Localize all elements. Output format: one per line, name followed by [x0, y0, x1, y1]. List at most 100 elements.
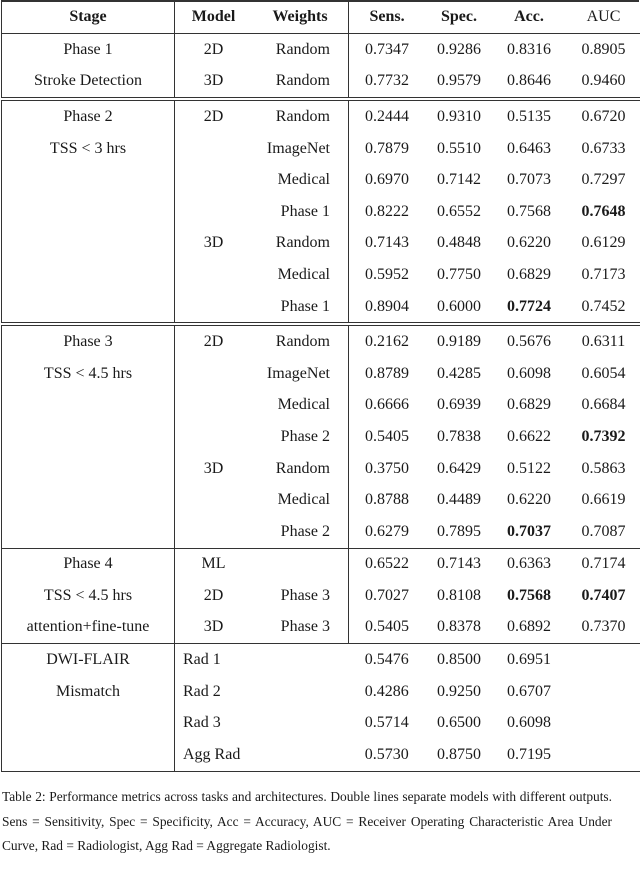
sens-cell: 0.8789: [365, 364, 409, 382]
stage-cell: [1, 290, 175, 325]
weights-cell: Phase 2: [252, 421, 349, 453]
stage-cell: [1, 227, 175, 260]
acc-cell: 0.6829: [507, 396, 551, 414]
model-cell: 2D: [203, 40, 224, 58]
weights-cell: Random: [252, 322, 349, 358]
auc-cell: 0.7407: [565, 580, 640, 612]
sens-cell: 0.7143: [365, 234, 409, 252]
auc-cell: [565, 675, 640, 708]
sens-cell: 0.5405: [365, 618, 409, 636]
auc-cell: 0.7173: [565, 259, 640, 291]
header-auc: AUC: [565, 1, 640, 34]
table-row: Phase 1 0.8222 0.6552 0.7568 0.7648: [1, 195, 640, 228]
table-row: 3D Random 0.3750 0.6429 0.5122 0.5863: [1, 452, 640, 485]
auc-cell: 0.7648: [565, 195, 640, 228]
acc-cell: 0.6951: [493, 643, 565, 676]
spec-cell: 0.6552: [437, 202, 481, 220]
model-cell: [175, 484, 253, 516]
weights-cell: [252, 739, 349, 772]
model-cell: Rad 3: [183, 714, 221, 732]
sens-cell: 0.6522: [348, 547, 425, 581]
weights-cell: [252, 643, 349, 676]
acc-cell-bold: 0.7724: [507, 297, 551, 315]
table-row: TSS < 4.5 hrs ImageNet 0.8789 0.4285 0.6098 0…: [1, 357, 640, 390]
table-body: Phase 1 2D Random 0.7347 0.9286 0.8316 0.8905 S…: [1, 33, 640, 772]
auc-cell-bold: 0.7392: [581, 427, 626, 445]
auc-cell: 0.9460: [565, 65, 640, 100]
stage-cell: attention+fine-tune: [1, 611, 175, 644]
table-row: Medical 0.5952 0.7750 0.6829 0.7173: [1, 259, 640, 291]
auc-cell: 0.5863: [565, 452, 640, 485]
stage-cell: [1, 515, 175, 548]
sens-cell: 0.6279: [365, 522, 409, 540]
spec-cell: 0.9189: [425, 322, 493, 358]
sens-cell: 0.7027: [365, 586, 409, 604]
stage-cell: [1, 259, 175, 291]
sens-cell: 0.7732: [365, 72, 409, 90]
acc-cell: 0.8316: [507, 40, 551, 58]
spec-cell: 0.6500: [437, 714, 481, 732]
table-row: Phase 2 0.6279 0.7895 0.7037 0.7087: [1, 515, 640, 548]
spec-cell: 0.8108: [437, 586, 481, 604]
weights-cell: Random: [252, 452, 349, 485]
model-cell: [175, 291, 253, 325]
weights-cell: Medical: [252, 389, 349, 422]
acc-cell: 0.6463: [507, 139, 551, 157]
spec-cell: 0.7838: [437, 427, 481, 445]
spec-cell: 0.7895: [437, 522, 481, 540]
model-cell: [175, 390, 253, 422]
weights-cell: ImageNet: [252, 357, 349, 390]
table-row: Phase 2 0.5405 0.7838 0.6622 0.7392: [1, 421, 640, 453]
spec-cell: 0.6429: [437, 459, 481, 477]
auc-cell: 0.6311: [565, 322, 640, 358]
table-row: DWI-FLAIR Rad 1 0.5476 0.8500 0.6951: [1, 643, 640, 676]
sens-cell: 0.2162: [348, 322, 425, 358]
spec-cell: 0.8378: [437, 618, 481, 636]
auc-cell: [565, 739, 640, 772]
spec-cell: 0.8500: [425, 643, 493, 676]
weights-cell: Phase 3: [252, 580, 349, 612]
stage-cell: DWI-FLAIR: [1, 643, 175, 676]
model-cell: [175, 196, 253, 228]
weights-cell: [252, 676, 349, 708]
auc-cell: 0.8905: [565, 33, 640, 66]
acc-cell: 0.5122: [507, 459, 551, 477]
model-cell: [175, 164, 253, 196]
model-cell: 3D: [203, 459, 224, 477]
auc-cell: 0.6720: [565, 97, 640, 133]
stage-cell: Mismatch: [1, 675, 175, 708]
sens-cell: 0.5952: [365, 265, 409, 283]
auc-cell-bold: 0.7648: [581, 202, 626, 220]
table-row: Mismatch Rad 2 0.4286 0.9250 0.6707: [1, 675, 640, 708]
table-row: TSS < 3 hrs ImageNet 0.7879 0.5510 0.6463 0.6…: [1, 132, 640, 165]
table-row: Phase 3 2D Random 0.2162 0.9189 0.5676 0.6311: [1, 322, 640, 358]
table-row: Medical 0.8788 0.4489 0.6220 0.6619: [1, 484, 640, 516]
model-cell: 2D: [174, 97, 252, 133]
model-cell: [175, 358, 253, 390]
weights-cell: [252, 707, 349, 739]
acc-cell: 0.6622: [507, 427, 551, 445]
auc-cell: 0.6054: [565, 357, 640, 390]
acc-cell: 0.7568: [493, 580, 565, 612]
weights-cell: Random: [252, 227, 349, 260]
auc-cell: 0.7297: [565, 164, 640, 196]
table-row: attention+fine-tune 3D Phase 3 0.5405 0.8378…: [1, 611, 640, 644]
table-row: Phase 4 ML 0.6522 0.7143 0.6363 0.7174: [1, 547, 640, 581]
stage-cell: [1, 452, 175, 485]
auc-cell: [565, 707, 640, 740]
sens-cell: 0.5476: [348, 643, 425, 676]
auc-cell: 0.6684: [565, 389, 640, 422]
table-caption: Table 2: Performance metrics across task…: [2, 789, 612, 853]
stage-cell: Phase 1: [1, 33, 175, 66]
acc-cell: 0.7724: [493, 291, 565, 325]
stage-cell: Phase 4: [1, 547, 175, 581]
spec-cell: 0.5510: [437, 139, 481, 157]
table-row: Agg Rad 0.5730 0.8750 0.7195: [1, 739, 640, 772]
model-cell: [175, 516, 253, 548]
model-cell: 2D: [203, 586, 224, 604]
auc-cell: 0.6129: [565, 227, 640, 260]
performance-table: Stage Model Weights Sens. Spec. Acc. AUC…: [1, 1, 640, 772]
sens-cell: 0.7347: [365, 40, 409, 58]
model-cell: [175, 259, 253, 291]
spec-cell: 0.7143: [425, 547, 493, 581]
